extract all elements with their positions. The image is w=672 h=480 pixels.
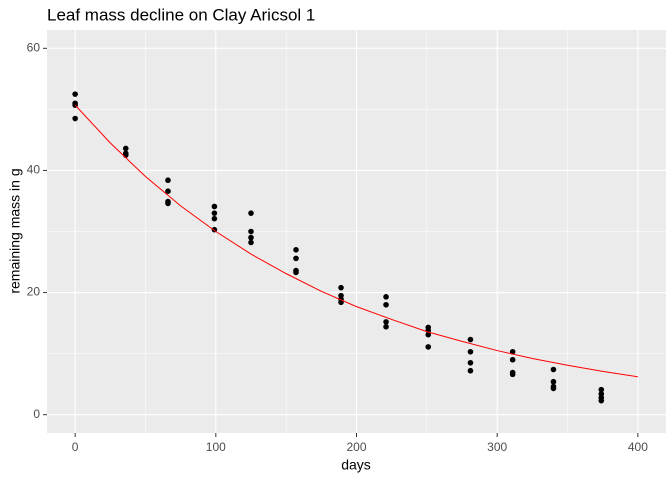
y-tick-label: 60 [27,40,41,54]
point [211,210,218,216]
point [165,177,171,184]
point [293,269,299,276]
y-tick-label: 40 [27,163,41,177]
point [248,210,254,216]
point [165,188,171,194]
point [383,319,389,325]
point [509,371,516,378]
point [248,228,254,235]
x-tick-label: 200 [346,440,366,454]
point [293,247,299,253]
point [383,294,389,300]
point [122,145,129,152]
point [467,367,474,374]
x-tick-label: 300 [487,440,507,454]
point [383,301,389,308]
y-tick-label: 20 [27,285,41,299]
point [467,348,474,355]
point [425,331,432,338]
point [248,239,254,246]
point [211,215,218,222]
fit-line [74,104,638,378]
point [550,378,557,385]
point [165,200,171,207]
y-tick-label: 0 [33,407,40,421]
point [550,385,557,392]
x-axis-label: days [341,457,371,473]
point [509,356,516,363]
point [293,255,299,262]
point [211,203,218,210]
x-tick-label: 100 [206,440,226,454]
point [338,284,344,291]
point [467,336,474,343]
point [467,359,474,366]
chart-title: Leaf mass decline on Clay Aricsol 1 [47,5,315,24]
point [598,397,605,404]
x-tick-label: 0 [72,440,79,454]
point [383,323,389,330]
point [509,348,516,355]
point [72,115,78,122]
point [550,366,557,373]
point [248,234,254,241]
point [598,386,605,393]
point [72,91,78,97]
point [425,344,432,350]
x-tick-label: 400 [628,440,648,454]
y-axis-label: remaining mass in g [7,168,23,293]
